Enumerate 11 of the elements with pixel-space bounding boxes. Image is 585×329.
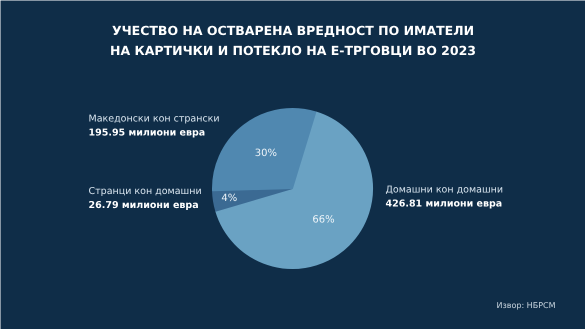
- data-label: 195.95 милиони евра: [88, 128, 206, 139]
- text: 30%: [254, 148, 277, 159]
- slice-label: Македонски кон странски: [88, 114, 220, 125]
- slice-label: Странци кон домашни: [88, 186, 202, 197]
- slice-label: Домашни кон домашни: [386, 184, 504, 196]
- data-label: 26.79 милиони евра: [88, 200, 199, 211]
- text: 4%: [221, 193, 238, 204]
- data-label: 426.81 милиони евра: [386, 198, 502, 210]
- text: Извор: НБРСМ: [496, 301, 556, 310]
- chart-title: УЧЕСТВО НА ОСТВАРЕНА ВРЕДНОСТ ПО ИМАТЕЛИ НА КАРТИЧКИ И ПОТЕКЛО НА Е-ТРГОВЦИ ВО 2023: [110, 23, 476, 58]
- text: 66%: [312, 214, 335, 226]
